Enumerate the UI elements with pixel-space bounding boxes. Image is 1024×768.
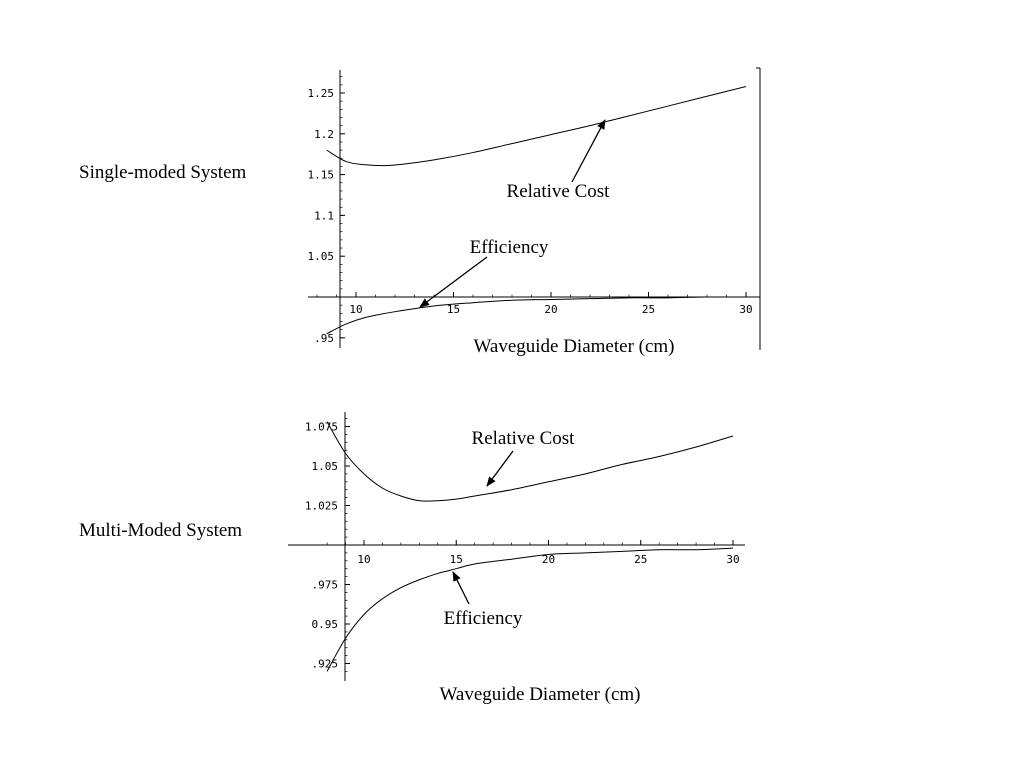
x-tick-label: 25 [642, 303, 655, 316]
x-tick-label: 30 [739, 303, 752, 316]
y-tick-label: 1.05 [308, 250, 335, 263]
relative-cost-series-line [326, 421, 734, 502]
y-tick-label: 1.25 [308, 87, 335, 100]
relative-cost-series-line [326, 85, 747, 167]
efficiency-series-line [326, 296, 747, 335]
x-axis-label: Waveguide Diameter (cm) [439, 684, 640, 705]
x-tick-label: 20 [544, 303, 557, 316]
x-tick-label: 10 [349, 303, 362, 316]
efficiency-annotation-arrow [419, 256, 488, 308]
efficiency-series-line [326, 547, 734, 672]
multi-moded-system-label: Multi-Moded System [79, 520, 243, 541]
y-tick-label: 1.2 [314, 128, 334, 141]
y-tick-label: 0.95 [312, 618, 339, 631]
x-tick-label: 20 [542, 553, 555, 566]
x-tick-label: 10 [357, 553, 370, 566]
x-axis-label: Waveguide Diameter (cm) [473, 336, 674, 357]
y-tick-label: 1.15 [308, 169, 335, 182]
relative-cost-annotation-label: Relative Cost [507, 181, 611, 202]
x-tick-label: 30 [726, 553, 739, 566]
single-moded-chart: .95 1.05 1.1 1.15 1.2 1.25 10 15 20 25 30 Relative … [308, 67, 761, 357]
y-tick-label: .925 [312, 658, 339, 671]
multi-moded-chart: .925 0.95 .975 1.025 1.05 1.075 10 15 20 25 30 Rela… [288, 412, 745, 705]
y-tick-label: .975 [312, 579, 339, 592]
efficiency-annotation-arrow [452, 571, 470, 605]
relative-cost-annotation-arrow [486, 450, 514, 487]
single-moded-system-label: Single-moded System [79, 162, 247, 183]
efficiency-annotation-label: Efficiency [444, 608, 523, 629]
x-tick-label: 15 [447, 303, 460, 316]
y-tick-label: 1.05 [312, 460, 339, 473]
y-tick-label: 1.025 [305, 500, 338, 513]
efficiency-annotation-label: Efficiency [470, 237, 549, 258]
relative-cost-annotation-label: Relative Cost [472, 428, 576, 449]
relative-cost-annotation-arrow [571, 119, 606, 183]
y-tick-label: 1.075 [305, 421, 338, 434]
x-tick-label: 15 [450, 553, 463, 566]
y-tick-label: .95 [314, 332, 334, 345]
y-tick-label: 1.1 [314, 209, 334, 222]
x-tick-label: 25 [634, 553, 647, 566]
